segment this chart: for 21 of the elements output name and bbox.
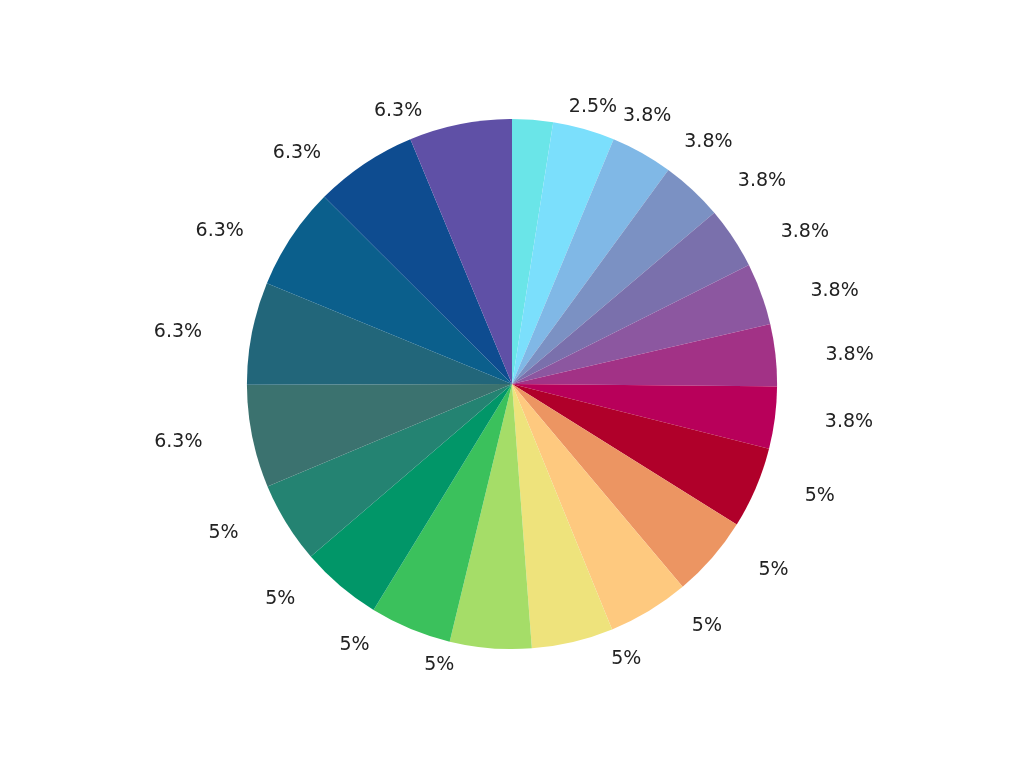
data-label: 3.8% [684, 128, 733, 151]
data-label: 3.8% [824, 408, 874, 431]
data-label: 3.8% [623, 103, 672, 126]
data-label: 6.3% [272, 140, 322, 163]
data-label: 6.3% [195, 217, 244, 240]
data-label: 5% [208, 520, 239, 543]
data-label: 3.8% [780, 218, 829, 241]
data-label: 5% [758, 556, 789, 579]
data-label: 6.3% [153, 319, 203, 342]
data-label: 5% [691, 612, 722, 635]
data-label: 5% [265, 586, 296, 609]
data-label: 5% [339, 631, 370, 654]
data-label: 6.3% [373, 98, 423, 121]
data-label: 3.8% [810, 277, 859, 300]
data-label: 3.8% [825, 342, 874, 365]
data-label: 5% [424, 652, 455, 675]
data-label: 5% [804, 482, 835, 505]
data-label: 5% [611, 645, 642, 668]
data-label: 2.5% [568, 93, 618, 116]
data-label: 6.3% [154, 428, 203, 451]
data-label: 3.8% [737, 167, 787, 190]
